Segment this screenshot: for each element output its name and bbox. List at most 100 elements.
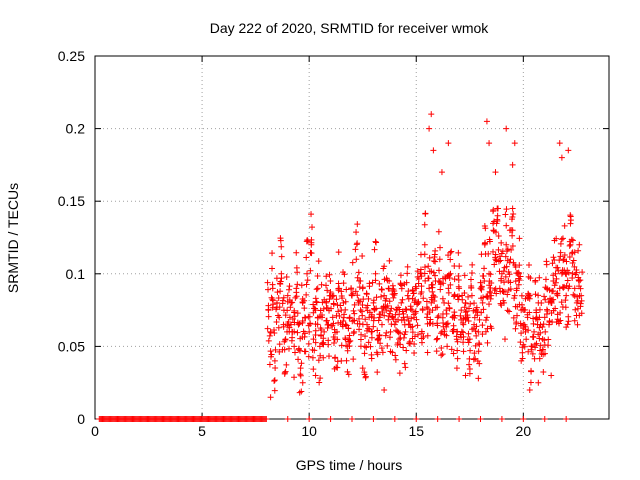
data-point <box>439 314 446 321</box>
data-point <box>352 288 359 295</box>
data-point <box>367 343 374 350</box>
data-point <box>332 354 339 361</box>
data-point <box>366 325 373 332</box>
data-point <box>545 342 552 349</box>
data-point <box>291 328 298 335</box>
data-point <box>438 352 445 359</box>
data-point <box>383 329 390 336</box>
data-point <box>436 279 443 286</box>
data-point <box>382 332 389 339</box>
data-point <box>557 309 564 316</box>
data-point <box>286 283 293 290</box>
data-point <box>385 285 392 292</box>
data-point <box>266 361 273 368</box>
data-point <box>370 323 377 330</box>
data-point <box>503 125 510 132</box>
data-point <box>503 222 510 229</box>
data-point <box>284 307 291 314</box>
data-point <box>529 333 536 340</box>
data-point <box>275 312 282 319</box>
data-point <box>385 313 392 320</box>
data-point <box>573 267 580 274</box>
data-point <box>465 339 472 346</box>
data-point <box>340 318 347 325</box>
data-point <box>460 339 467 346</box>
data-point <box>461 272 468 279</box>
data-point <box>508 246 515 253</box>
data-point <box>331 326 338 333</box>
data-point <box>342 335 349 342</box>
data-point <box>467 276 474 283</box>
data-point <box>567 241 574 248</box>
data-point <box>310 309 317 316</box>
data-point <box>467 300 474 307</box>
data-point <box>458 307 465 314</box>
data-point <box>294 269 301 276</box>
data-point <box>456 416 463 422</box>
data-point <box>397 341 404 348</box>
data-point <box>508 227 515 234</box>
data-point <box>522 326 529 333</box>
data-point <box>459 296 466 303</box>
data-point <box>482 239 489 246</box>
y-tick-label: 0.1 <box>66 266 86 282</box>
data-point <box>380 304 387 311</box>
data-point <box>558 299 565 306</box>
data-point <box>327 288 334 295</box>
data-point <box>345 338 352 345</box>
data-point <box>479 322 486 329</box>
data-point <box>271 377 278 384</box>
data-point <box>414 331 421 338</box>
data-point <box>350 330 357 337</box>
data-point <box>265 313 272 320</box>
data-point <box>454 355 461 362</box>
data-point <box>507 256 514 263</box>
data-point <box>446 305 453 312</box>
data-point <box>462 372 469 379</box>
data-point <box>310 366 317 373</box>
data-point <box>492 285 499 292</box>
data-point <box>446 274 453 281</box>
gridlines <box>95 56 609 419</box>
data-point <box>349 259 356 266</box>
data-point <box>288 299 295 306</box>
data-point <box>328 305 335 312</box>
data-point <box>355 269 362 276</box>
data-point <box>381 263 388 270</box>
data-point <box>494 205 501 212</box>
data-point <box>503 206 510 213</box>
data-point <box>556 140 563 147</box>
data-point <box>292 294 299 301</box>
x-tick-label: 5 <box>198 423 206 439</box>
data-point <box>498 239 505 246</box>
data-point <box>288 321 295 328</box>
data-point <box>280 294 287 301</box>
data-point <box>429 307 436 314</box>
data-point <box>506 259 513 266</box>
data-point <box>346 315 353 322</box>
data-point <box>363 304 370 311</box>
data-point <box>435 313 442 320</box>
data-point <box>389 282 396 289</box>
data-point <box>313 299 320 306</box>
data-point <box>504 307 511 314</box>
y-tick-label: 0.05 <box>58 338 85 354</box>
data-point <box>369 328 376 335</box>
data-point <box>421 251 428 258</box>
data-point <box>576 241 583 248</box>
data-point <box>434 335 441 342</box>
data-point <box>392 352 399 359</box>
data-point <box>378 321 385 328</box>
data-point <box>577 300 584 307</box>
data-point <box>294 310 301 317</box>
data-point <box>305 340 312 347</box>
data-point <box>386 257 393 264</box>
data-point <box>542 296 549 303</box>
data-point <box>379 308 386 315</box>
data-point <box>465 305 472 312</box>
data-point <box>317 375 324 382</box>
data-point <box>493 290 500 297</box>
data-point <box>278 243 285 250</box>
data-point <box>468 284 475 291</box>
data-point <box>556 320 563 327</box>
